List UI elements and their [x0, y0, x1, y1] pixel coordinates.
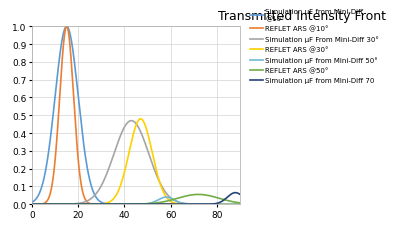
Simulation μF from Mini-Diff
@10° [30, 201, 34, 204]
REFLET ARS @30° [138, 118, 143, 121]
Simulation μF from Mini-Diff 70 [249, 201, 254, 204]
Simulation μF from Mini-Diff 50° [30, 203, 34, 206]
REFLET ARS @50° [249, 202, 254, 205]
REFLET ARS @50° [221, 198, 226, 201]
REFLET ARS @30° [114, 194, 118, 197]
Simulation μF From Mini-Diff 30° [55, 203, 60, 206]
REFLET ARS @30° [68, 203, 72, 206]
Legend: Simulation μF from Mini-Diff
@10°, REFLET ARS @10°, Simulation μF From Mini-Diff: Simulation μF from Mini-Diff @10°, REFLE… [250, 8, 380, 84]
Simulation μF from Mini-Diff
@10° [114, 203, 119, 206]
Simulation μF from Mini-Diff 70 [114, 203, 118, 206]
Simulation μF from Mini-Diff
@10° [221, 203, 226, 206]
REFLET ARS @50° [114, 203, 118, 206]
Line: REFLET ARS @10°: REFLET ARS @10° [32, 27, 252, 204]
Title: Transmitted Intensity Front: Transmitted Intensity Front [218, 10, 386, 23]
REFLET ARS @50° [123, 203, 128, 206]
Simulation μF from Mini-Diff 50° [68, 203, 72, 206]
REFLET ARS @50° [245, 202, 250, 205]
Line: Simulation μF From Mini-Diff 30°: Simulation μF From Mini-Diff 30° [32, 121, 252, 204]
Simulation μF from Mini-Diff 50° [245, 203, 250, 206]
REFLET ARS @30° [245, 203, 250, 206]
REFLET ARS @10° [64, 26, 69, 29]
REFLET ARS @10° [114, 203, 119, 206]
REFLET ARS @50° [30, 203, 34, 206]
Simulation μF From Mini-Diff 30° [123, 124, 128, 127]
Simulation μF From Mini-Diff 30° [249, 203, 254, 206]
Line: Simulation μF from Mini-Diff
@10°: Simulation μF from Mini-Diff @10° [32, 27, 252, 204]
Simulation μF from Mini-Diff 70 [221, 199, 226, 202]
REFLET ARS @50° [68, 203, 72, 206]
Simulation μF from Mini-Diff
@10° [245, 203, 250, 206]
REFLET ARS @30° [221, 203, 226, 206]
REFLET ARS @30° [249, 203, 254, 206]
REFLET ARS @30° [55, 203, 60, 206]
Simulation μF from Mini-Diff 70 [233, 191, 238, 194]
Simulation μF from Mini-Diff
@10° [64, 26, 69, 29]
Simulation μF from Mini-Diff 70 [68, 203, 72, 206]
Simulation μF from Mini-Diff 70 [30, 203, 34, 206]
Simulation μF From Mini-Diff 30° [68, 203, 72, 205]
REFLET ARS @10° [68, 47, 72, 49]
Simulation μF from Mini-Diff
@10° [123, 203, 128, 206]
Simulation μF From Mini-Diff 30° [221, 203, 226, 206]
Simulation μF from Mini-Diff
@10° [55, 78, 60, 81]
REFLET ARS @10° [221, 203, 226, 206]
Simulation μF from Mini-Diff 50° [249, 203, 254, 206]
Line: Simulation μF from Mini-Diff 50°: Simulation μF from Mini-Diff 50° [32, 197, 252, 204]
Simulation μF from Mini-Diff 70 [55, 203, 60, 206]
Line: Simulation μF from Mini-Diff 70: Simulation μF from Mini-Diff 70 [32, 193, 252, 204]
Simulation μF From Mini-Diff 30° [245, 203, 250, 206]
Simulation μF From Mini-Diff 30° [114, 146, 118, 149]
Simulation μF from Mini-Diff 50° [164, 196, 168, 199]
REFLET ARS @50° [196, 193, 201, 196]
Simulation μF from Mini-Diff
@10° [249, 203, 254, 206]
REFLET ARS @10° [30, 203, 34, 206]
Simulation μF from Mini-Diff 50° [123, 203, 128, 206]
Line: REFLET ARS @50°: REFLET ARS @50° [32, 195, 252, 204]
Simulation μF from Mini-Diff 70 [123, 203, 128, 206]
Simulation μF from Mini-Diff
@10° [68, 34, 72, 36]
REFLET ARS @10° [249, 203, 254, 206]
REFLET ARS @10° [123, 203, 128, 206]
Simulation μF From Mini-Diff 30° [129, 120, 134, 122]
REFLET ARS @10° [55, 136, 60, 138]
REFLET ARS @30° [123, 166, 128, 169]
Line: REFLET ARS @30°: REFLET ARS @30° [32, 119, 252, 204]
Simulation μF from Mini-Diff 70 [245, 199, 250, 202]
Simulation μF from Mini-Diff 50° [55, 203, 60, 206]
REFLET ARS @10° [245, 203, 250, 206]
Simulation μF From Mini-Diff 30° [30, 203, 34, 206]
REFLET ARS @50° [55, 203, 60, 206]
REFLET ARS @30° [30, 203, 34, 206]
Simulation μF from Mini-Diff 50° [221, 203, 226, 206]
Simulation μF from Mini-Diff 50° [114, 203, 118, 206]
